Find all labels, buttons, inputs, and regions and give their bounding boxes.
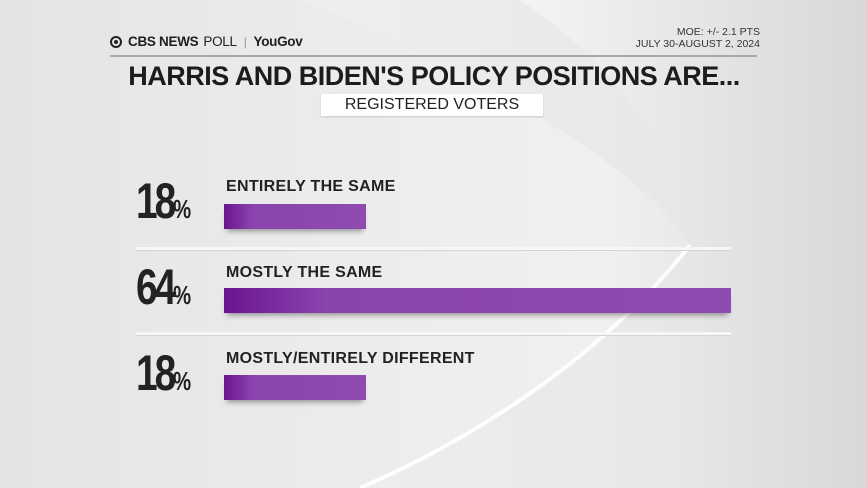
percent-value: 18% — [136, 173, 192, 229]
bar-label: MOSTLY THE SAME — [226, 264, 383, 281]
bar — [224, 288, 731, 313]
brand-logo: CBS NEWS POLL | YouGov — [110, 34, 303, 49]
subtitle-badge: REGISTERED VOTERS — [321, 94, 543, 116]
chart-title: HARRIS AND BIDEN'S POLICY POSITIONS ARE.… — [128, 61, 740, 91]
date-range: JULY 30-AUGUST 2, 2024 — [635, 38, 760, 50]
percent-value: 64% — [136, 259, 192, 315]
brand-partner: YouGov — [253, 34, 303, 49]
poll-meta: MOE: +/- 2.1 PTS JULY 30-AUGUST 2, 2024 — [636, 26, 760, 50]
bar-label: ENTIRELY THE SAME — [226, 178, 396, 195]
row-divider — [136, 332, 731, 336]
bar — [224, 375, 366, 400]
moe-text: MOE: +/- 2.1 PTS — [676, 26, 760, 38]
cbs-eye-icon — [110, 35, 122, 48]
row-divider — [136, 247, 731, 251]
brand-cbs: CBS NEWS — [128, 34, 199, 49]
percent-value: 18% — [136, 345, 192, 401]
brand-poll: POLL — [203, 34, 237, 49]
brand-separator: | — [243, 34, 247, 49]
bar-label: MOSTLY/ENTIRELY DIFFERENT — [226, 350, 475, 367]
bar — [224, 204, 366, 229]
header-rule — [110, 55, 757, 57]
